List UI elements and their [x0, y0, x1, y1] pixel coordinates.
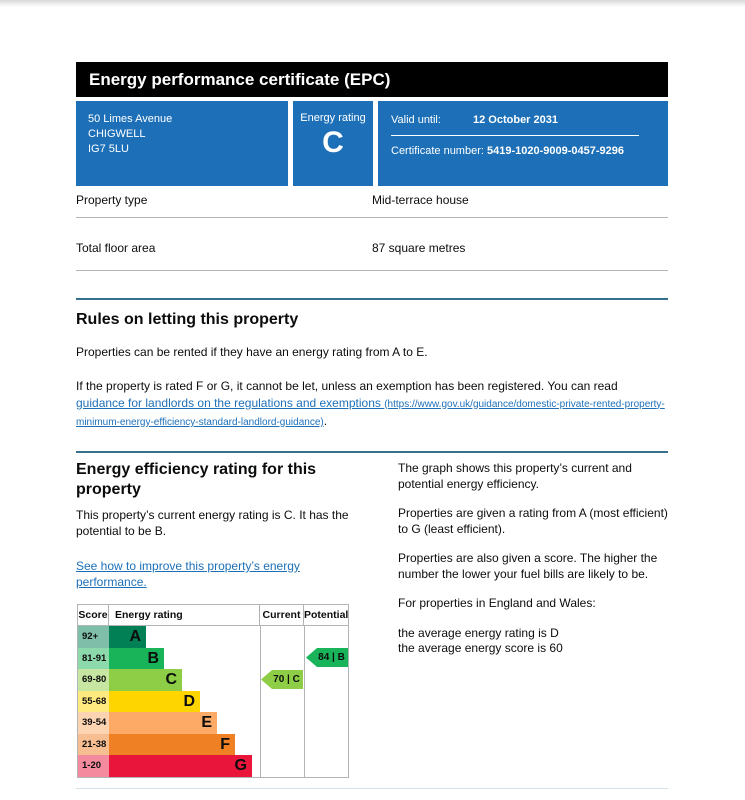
explanation-paragraph: The graph shows this property’s current …: [398, 461, 632, 491]
current-column-cell: [260, 755, 304, 777]
next-section-rule: [76, 788, 668, 789]
certificate-banner: 50 Limes Avenue CHIGWELL IG7 5LU Energy …: [76, 101, 668, 186]
energy-rating-box: Energy rating C: [293, 101, 373, 186]
chart-body: 92+ A 81-91 B 69-80 C 55-68 D 39-54 E 21-38 F 1-20 G: [78, 626, 348, 777]
band-score-range: 21-38: [78, 733, 109, 755]
improve-performance-link[interactable]: See how to improve this property’s energ…: [76, 559, 300, 589]
current-column-cell: [260, 690, 304, 712]
chart-band-row-a: 92+ A: [78, 626, 348, 648]
band-score-range: 55-68: [78, 690, 109, 712]
epc-rating-chart: Score Energy rating Current Potential 92…: [77, 604, 349, 778]
chart-band-row-d: 55-68 D: [78, 690, 348, 712]
band-bar-c: C: [109, 669, 182, 691]
valid-until-label: Valid until:: [391, 114, 441, 126]
current-rating-arrow: 70 | C: [261, 670, 303, 689]
chart-header-potential: Potential: [303, 605, 348, 625]
chart-band-row-e: 39-54 E: [78, 712, 348, 734]
current-column-cell: [260, 669, 304, 691]
chart-header-current: Current: [259, 605, 303, 625]
efficiency-explanation: The graph shows this property’s current …: [398, 461, 670, 671]
property-type-row: Property type Mid-terrace house: [76, 193, 668, 207]
band-bar-e: E: [109, 712, 217, 734]
potential-column-cell: [304, 626, 348, 648]
address-line-3: IG7 5LU: [88, 143, 129, 155]
chart-band-row-b: 81-91 B: [78, 647, 348, 669]
band-bar-d: D: [109, 690, 200, 712]
chart-header-energy-rating: Energy rating: [115, 609, 183, 621]
rules-paragraph-2-text: If the property is rated F or G, it cann…: [76, 379, 618, 393]
efficiency-paragraph: This property’s current energy rating is…: [76, 508, 349, 538]
rules-paragraph-2: If the property is rated F or G, it cann…: [76, 379, 665, 429]
section-rule: [76, 451, 668, 453]
property-type-label: Property type: [76, 193, 148, 207]
energy-rating-label: Energy rating: [300, 112, 366, 124]
certificate-number-value: 5419-1020-9009-0457-9296: [487, 145, 625, 157]
potential-column-cell: [304, 712, 348, 734]
band-bar-b: B: [109, 647, 164, 669]
floor-area-value: 87 square metres: [372, 241, 466, 255]
rules-paragraph-1: Properties can be rented if they have an…: [76, 345, 428, 359]
rules-heading: Rules on letting this property: [76, 311, 299, 328]
band-score-range: 1-20: [78, 755, 109, 777]
certificate-number-label: Certificate number:: [391, 145, 484, 157]
explanation-paragraph: Properties are given a rating from A (mo…: [398, 506, 668, 536]
banner-divider: [391, 135, 639, 136]
band-bar-g: G: [109, 755, 252, 777]
address-line-2: CHIGWELL: [88, 128, 146, 140]
band-score-range: 81-91: [78, 647, 109, 669]
floor-area-row: Total floor area 87 square metres: [76, 241, 668, 255]
property-type-value: Mid-terrace house: [372, 193, 469, 207]
energy-rating-value: C: [322, 126, 344, 159]
divider: [76, 217, 668, 218]
section-rule: [76, 298, 668, 300]
validity-box: Valid until: 12 October 2031 Certificate…: [378, 101, 668, 186]
efficiency-heading: Energy efficiency rating for this proper…: [76, 461, 317, 498]
potential-column-cell: [304, 690, 348, 712]
divider: [76, 270, 668, 271]
chart-band-row-c: 69-80 C: [78, 669, 348, 691]
floor-area-label: Total floor area: [76, 241, 156, 255]
top-shadow: [0, 0, 745, 7]
potential-column-cell: [304, 755, 348, 777]
address-line-1: 50 Limes Avenue: [88, 113, 173, 125]
current-column-cell: [260, 626, 304, 648]
chart-header-row: Score Energy rating Current Potential: [78, 605, 348, 626]
page-title-bar: Energy performance certificate (EPC): [76, 62, 668, 97]
band-bar-a: A: [109, 626, 146, 648]
current-column-cell: [260, 712, 304, 734]
explanation-paragraph: Properties are also given a score. The h…: [398, 551, 658, 581]
current-column-cell: [260, 647, 304, 669]
property-address: 50 Limes Avenue CHIGWELL IG7 5LU: [76, 101, 288, 186]
band-score-range: 39-54: [78, 712, 109, 734]
chart-header-score: Score: [78, 605, 109, 625]
potential-rating-arrow: 84 | B: [306, 648, 348, 667]
improve-link-wrap: See how to improve this property’s energ…: [76, 558, 356, 590]
current-column-cell: [260, 733, 304, 755]
potential-column-cell: [304, 647, 348, 669]
explanation-paragraph: the average energy rating is D the avera…: [398, 625, 563, 656]
page-title: Energy performance certificate (EPC): [89, 69, 391, 89]
valid-until-value: 12 October 2031: [473, 114, 558, 126]
landlord-guidance-link[interactable]: guidance for landlords on the regulation…: [76, 395, 665, 429]
band-score-range: 92+: [78, 626, 109, 648]
band-score-range: 69-80: [78, 669, 109, 691]
potential-column-cell: [304, 733, 348, 755]
landlord-guidance-url: (https://www.gov.uk/guidance/domestic-pr…: [76, 398, 665, 429]
chart-band-row-g: 1-20 G: [78, 755, 348, 777]
chart-band-row-f: 21-38 F: [78, 733, 348, 755]
potential-column-cell: [304, 669, 348, 691]
explanation-paragraph: For properties in England and Wales:: [398, 596, 596, 610]
band-bar-f: F: [109, 733, 235, 755]
